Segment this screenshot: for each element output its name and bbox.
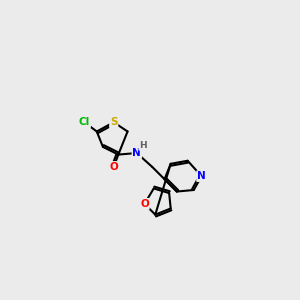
Text: N: N xyxy=(197,171,206,181)
Text: O: O xyxy=(140,199,149,209)
Text: O: O xyxy=(109,162,118,172)
Text: H: H xyxy=(139,141,147,150)
Text: N: N xyxy=(132,148,141,158)
Text: Cl: Cl xyxy=(79,117,90,127)
Text: S: S xyxy=(110,117,118,127)
